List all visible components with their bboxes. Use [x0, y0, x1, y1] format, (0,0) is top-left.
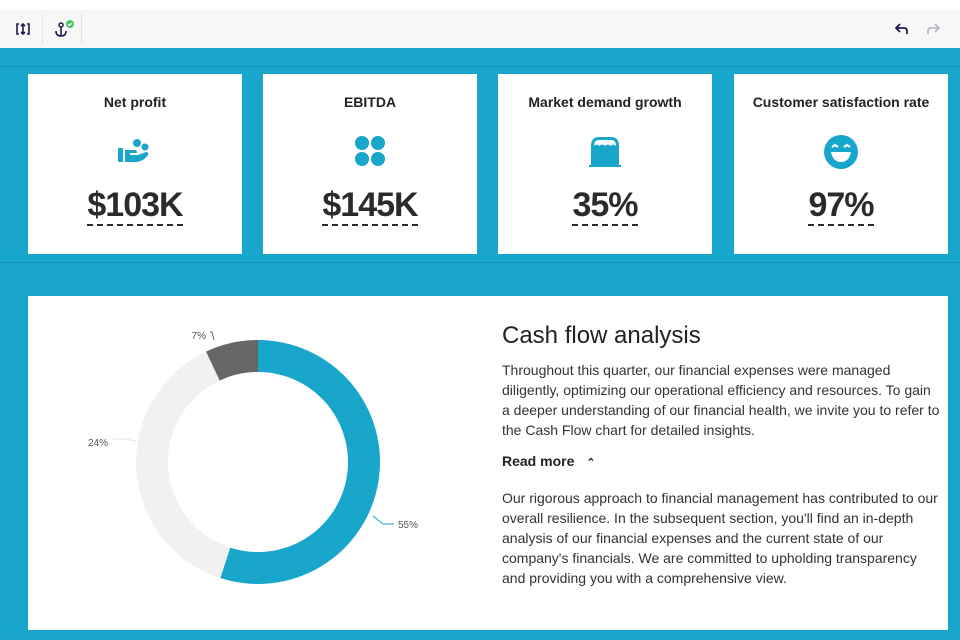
section-title: Cash flow analysis: [502, 322, 701, 349]
storefront-icon: [585, 134, 625, 170]
four-circles-icon: [350, 134, 390, 170]
donut-slice-7[interactable]: [206, 340, 258, 381]
divider: [0, 66, 960, 67]
donut-slice-55[interactable]: [220, 340, 380, 584]
kpi-card-ebitda: EBITDA $145K: [263, 74, 477, 254]
chevron-up-icon: ⌃: [586, 457, 596, 469]
cash-flow-panel: 55% 24% 7% Cash flow analysis Throughout t…: [28, 296, 948, 630]
data-label: 24%: [88, 438, 108, 449]
anchor-icon[interactable]: [50, 10, 78, 48]
kpi-value: 97%: [808, 186, 875, 226]
read-more-label: Read more: [502, 453, 575, 469]
resize-vertical-icon[interactable]: [4, 10, 42, 48]
laughing-face-icon: [821, 134, 861, 170]
kpi-card-net-profit: Net profit $103K: [28, 74, 242, 254]
label-leader-line: [210, 331, 215, 341]
donut-slice-24[interactable]: [136, 351, 231, 579]
data-label: 55%: [398, 520, 418, 531]
label-leader-line: [372, 515, 394, 525]
kpi-title: Customer satisfaction rate: [752, 94, 930, 110]
toolbar: [0, 0, 960, 48]
kpi-value: $103K: [87, 186, 184, 226]
read-more-button[interactable]: Read more ⌃: [502, 453, 595, 469]
hand-holding-people-icon: [115, 134, 155, 170]
kpi-value: 35%: [572, 186, 639, 226]
kpi-value: $145K: [322, 186, 419, 226]
redo-icon[interactable]: [921, 10, 945, 48]
kpi-card-market-demand-growth: Market demand growth 35%: [498, 74, 712, 254]
divider: [0, 262, 960, 263]
kpi-title: Market demand growth: [528, 94, 682, 110]
data-label: 7%: [192, 331, 207, 342]
label-leader-line: [112, 438, 137, 442]
paragraph: Throughout this quarter, our financial e…: [502, 362, 940, 438]
kpi-title: EBITDA: [343, 94, 397, 110]
paragraph: Our rigorous approach to financial manag…: [502, 490, 938, 586]
donut-chart: 55% 24% 7%: [88, 331, 418, 584]
kpi-card-customer-satisfaction: Customer satisfaction rate 97%: [734, 74, 948, 254]
kpi-title: Net profit: [103, 94, 167, 110]
undo-icon[interactable]: [890, 10, 914, 48]
